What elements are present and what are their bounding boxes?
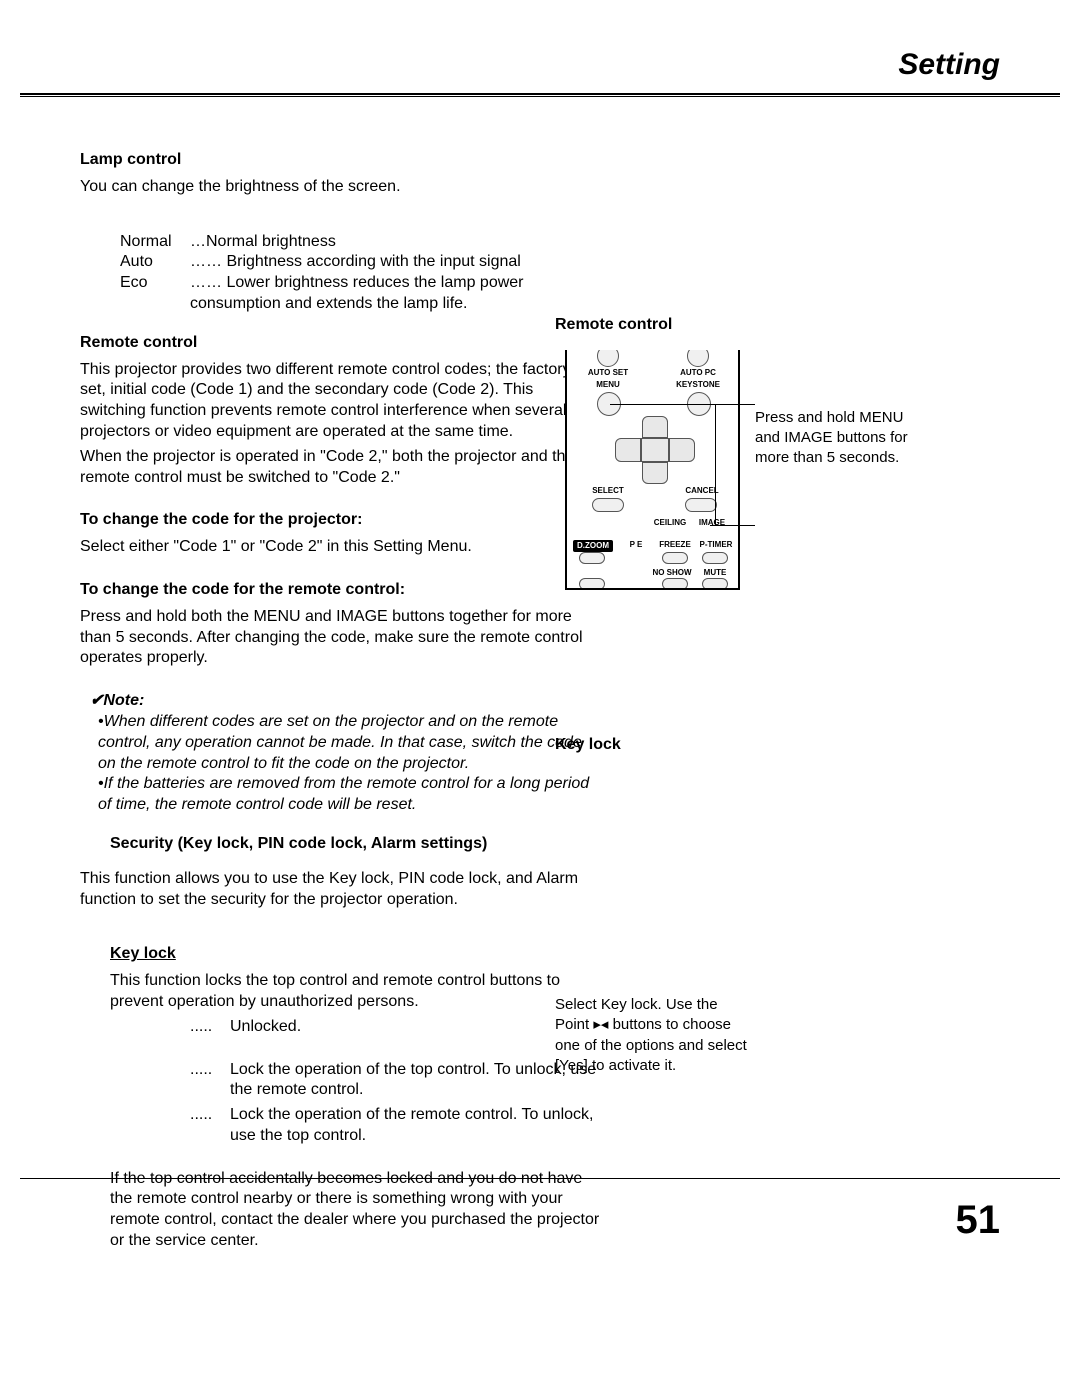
lamp-row: Auto …… Brightness according with the in… <box>120 252 600 273</box>
keylock-right-body: Select Key lock. Use the Point ▸◂ button… <box>555 995 755 1076</box>
keylock-desc: Unlocked. <box>230 1017 600 1038</box>
remote-sub1-head: To change the code for the projector: <box>80 510 600 531</box>
menu-label: MENU <box>585 380 631 390</box>
freeze-label: FREEZE <box>655 540 695 550</box>
lamp-label: Eco <box>120 274 148 291</box>
dpad-center <box>641 438 669 462</box>
dpad-right <box>669 438 695 462</box>
note-heading: ✔Note: <box>90 691 600 712</box>
keylock-row: ..... Lock the operation of the remote c… <box>190 1105 600 1147</box>
remote-body: AUTO SET AUTO PC MENU KEYSTONE SELECT CA… <box>565 350 740 590</box>
dzoom-label: D.ZOOM <box>573 540 613 552</box>
callout-line <box>610 404 755 405</box>
page-title: Setting <box>898 48 1000 82</box>
lamp-dots: …… <box>190 274 222 291</box>
dzoom-dn-button <box>579 578 605 590</box>
lamp-label: Normal <box>120 233 172 250</box>
lamp-heading: Lamp control <box>80 150 600 171</box>
mute-button <box>702 578 728 590</box>
cancel-button <box>685 498 717 512</box>
keylock-tail: If the top control accidentally becomes … <box>110 1169 600 1252</box>
dpad-up <box>642 416 668 438</box>
remote-sub2-body: Press and hold both the MENU and IMAGE b… <box>80 607 600 669</box>
autoset-label: AUTO SET <box>585 368 631 378</box>
freeze-button <box>662 552 688 564</box>
lamp-row: Normal …Normal brightness <box>120 232 600 253</box>
autoset-button <box>597 350 619 367</box>
lamp-desc: Normal brightness <box>206 233 336 250</box>
note-item: •If the batteries are removed from the r… <box>98 774 600 816</box>
keylock-intro: This function locks the top control and … <box>110 971 600 1013</box>
security-heading: Security (Key lock, PIN code lock, Alarm… <box>110 834 600 855</box>
keylock-dots: ..... <box>190 1060 230 1102</box>
dpad-left <box>615 438 641 462</box>
dzoom-up-button <box>579 552 605 564</box>
callout-text: Press and hold MENU and IMAGE buttons fo… <box>755 408 925 469</box>
keylock-desc: Lock the operation of the top control. T… <box>230 1060 600 1102</box>
cancel-label: CANCEL <box>679 486 725 496</box>
lamp-desc: Lower brightness reduces the lamp power … <box>190 274 524 312</box>
callout-line <box>710 525 755 526</box>
security-body: This function allows you to use the Key … <box>80 869 600 911</box>
noshow-button <box>662 578 688 590</box>
remote-sub1-body: Select either "Code 1" or "Code 2" in th… <box>80 537 600 558</box>
select-label: SELECT <box>585 486 631 496</box>
lamp-label: Auto <box>120 253 153 270</box>
dpad-down <box>642 462 668 484</box>
autopc-label: AUTO PC <box>675 368 721 378</box>
keystone-label: KEYSTONE <box>675 380 721 390</box>
autopc-button <box>687 350 709 367</box>
lamp-dots: …… <box>190 253 222 270</box>
page-number: 51 <box>956 1198 1001 1243</box>
remote-diagram: AUTO SET AUTO PC MENU KEYSTONE SELECT CA… <box>555 350 1015 610</box>
remote-p2: When the projector is operated in "Code … <box>80 447 600 489</box>
ptimer-label: P-TIMER <box>695 540 737 550</box>
lamp-dots: … <box>190 233 206 250</box>
remote-right-heading: Remote control <box>555 315 1015 336</box>
keylock-row: ..... Unlocked. <box>190 1017 600 1038</box>
mute-label: MUTE <box>695 568 735 578</box>
ceiling-label: CEILING <box>647 518 693 528</box>
keylock-right-heading: Key lock <box>555 735 621 756</box>
lamp-desc: Brightness according with the input sign… <box>226 253 520 270</box>
keylock-desc: Lock the operation of the remote control… <box>230 1105 600 1147</box>
remote-heading: Remote control <box>80 333 600 354</box>
note-item: •When different codes are set on the pro… <box>98 712 600 774</box>
pe-label: P E <box>619 540 653 550</box>
right-column: Remote control AUTO SET AUTO PC MENU KEY… <box>555 315 1015 610</box>
header-rule <box>20 93 1060 97</box>
remote-sub2-head: To change the code for the remote contro… <box>80 580 600 601</box>
ptimer-button <box>702 552 728 564</box>
keylock-dots: ..... <box>190 1105 230 1147</box>
lamp-intro: You can change the brightness of the scr… <box>80 177 600 198</box>
noshow-label: NO SHOW <box>649 568 695 578</box>
callout-line <box>715 404 716 525</box>
remote-p1: This projector provides two different re… <box>80 360 600 443</box>
keylock-row: ..... Lock the operation of the top cont… <box>190 1060 600 1102</box>
select-button <box>592 498 624 512</box>
keylock-dots: ..... <box>190 1017 230 1038</box>
left-column: Lamp control You can change the brightne… <box>80 150 600 1256</box>
lamp-row: Eco …… Lower brightness reduces the lamp… <box>120 273 600 315</box>
footer-rule <box>20 1178 1060 1179</box>
image-label: IMAGE <box>689 518 735 528</box>
keylock-heading: Key lock <box>110 944 600 965</box>
